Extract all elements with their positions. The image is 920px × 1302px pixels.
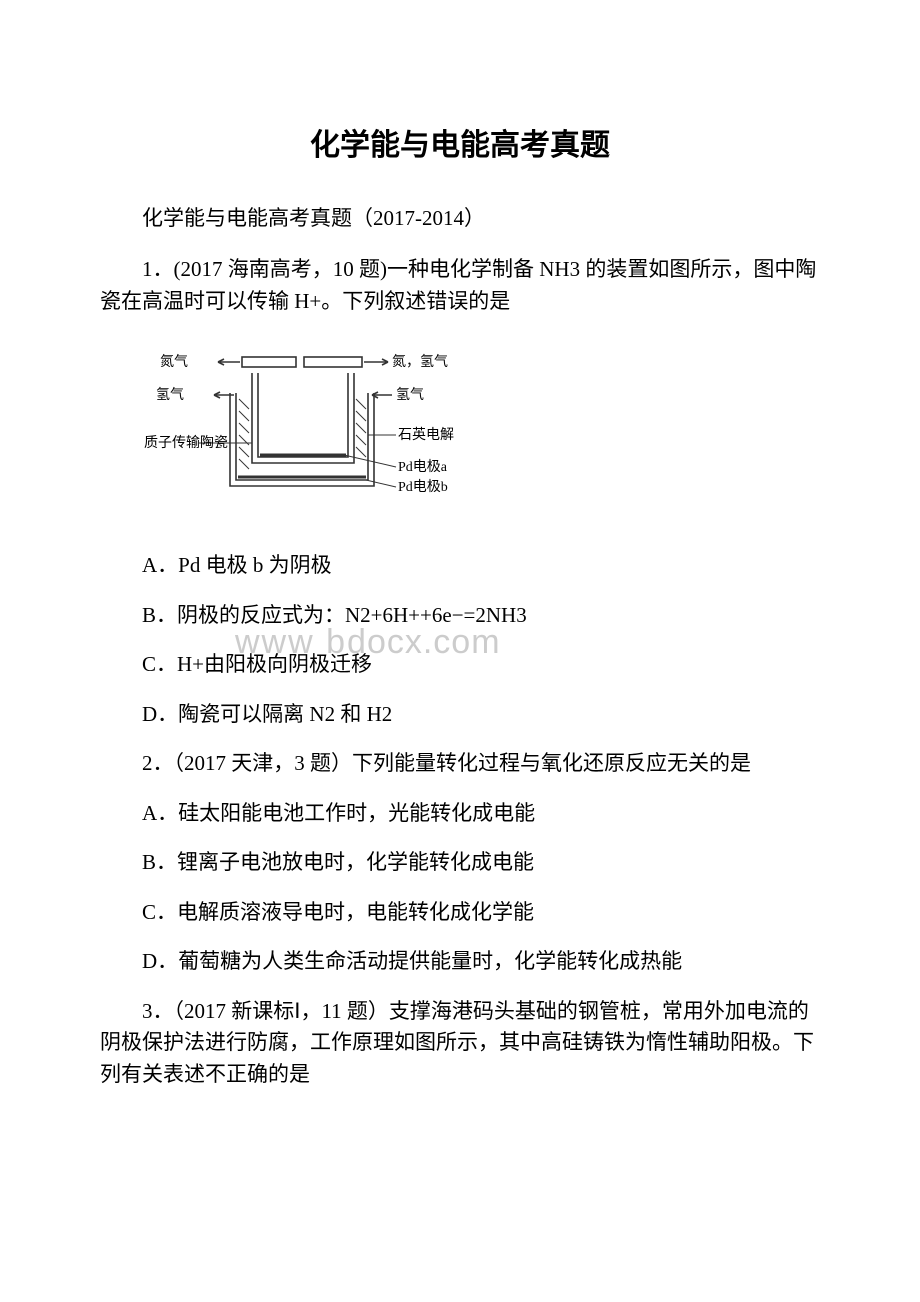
label-nitrogen-top: 氮气 — [160, 354, 188, 370]
subtitle: 化学能与电能高考真题（2017-2014） — [100, 202, 820, 232]
q2-option-a: A．硅太阳能电池工作时，光能转化成电能 — [100, 798, 820, 830]
page-title: 化学能与电能高考真题 — [100, 120, 820, 164]
label-hydrogen-right: 氢气 — [396, 387, 424, 403]
q1-option-d: D．陶瓷可以隔离 N2 和 H2 — [100, 699, 820, 731]
q1-option-c: C．H+由阳极向阴极迁移 — [100, 649, 820, 681]
document-content: 化学能与电能高考真题 化学能与电能高考真题（2017-2014） 1．(2017… — [100, 120, 820, 1090]
electrolysis-diagram-svg: 氮气 氮，氢气 氢气 氢气 质子传输陶瓷 石英电解池 Pd电极a Pd电极b — [144, 335, 454, 523]
q3-stem: 3．（2017 新课标Ⅰ，11 题）支撑海港码头基础的钢管桩，常用外加电流的阴极… — [100, 996, 820, 1091]
label-nh: 氮，氢气 — [392, 354, 448, 370]
q2-stem: 2．（2017 天津，3 题）下列能量转化过程与氧化还原反应无关的是 — [100, 748, 820, 780]
label-pd-b: Pd电极b — [398, 479, 448, 495]
label-ceramic: 质子传输陶瓷 — [144, 435, 228, 451]
label-hydrogen-left: 氢气 — [156, 387, 184, 403]
label-quartz: 石英电解池 — [398, 426, 454, 443]
q2-option-c: C．电解质溶液导电时，电能转化成化学能 — [100, 897, 820, 929]
q1-option-b: B．阴极的反应式为：N2+6H++6e−=2NH3 — [100, 600, 820, 632]
q2-option-b: B．锂离子电池放电时，化学能转化成电能 — [100, 847, 820, 879]
q1-option-a: A．Pd 电极 b 为阴极 — [100, 550, 820, 582]
label-pd-a: Pd电极a — [398, 459, 448, 475]
q2-option-d: D．葡萄糖为人类生命活动提供能量时，化学能转化成热能 — [100, 946, 820, 978]
q1-diagram: 氮气 氮，氢气 氢气 氢气 质子传输陶瓷 石英电解池 Pd电极a Pd电极b — [144, 335, 820, 528]
q1-stem: 1．(2017 海南高考，10 题)一种电化学制备 NH3 的装置如图所示，图中… — [100, 254, 820, 317]
